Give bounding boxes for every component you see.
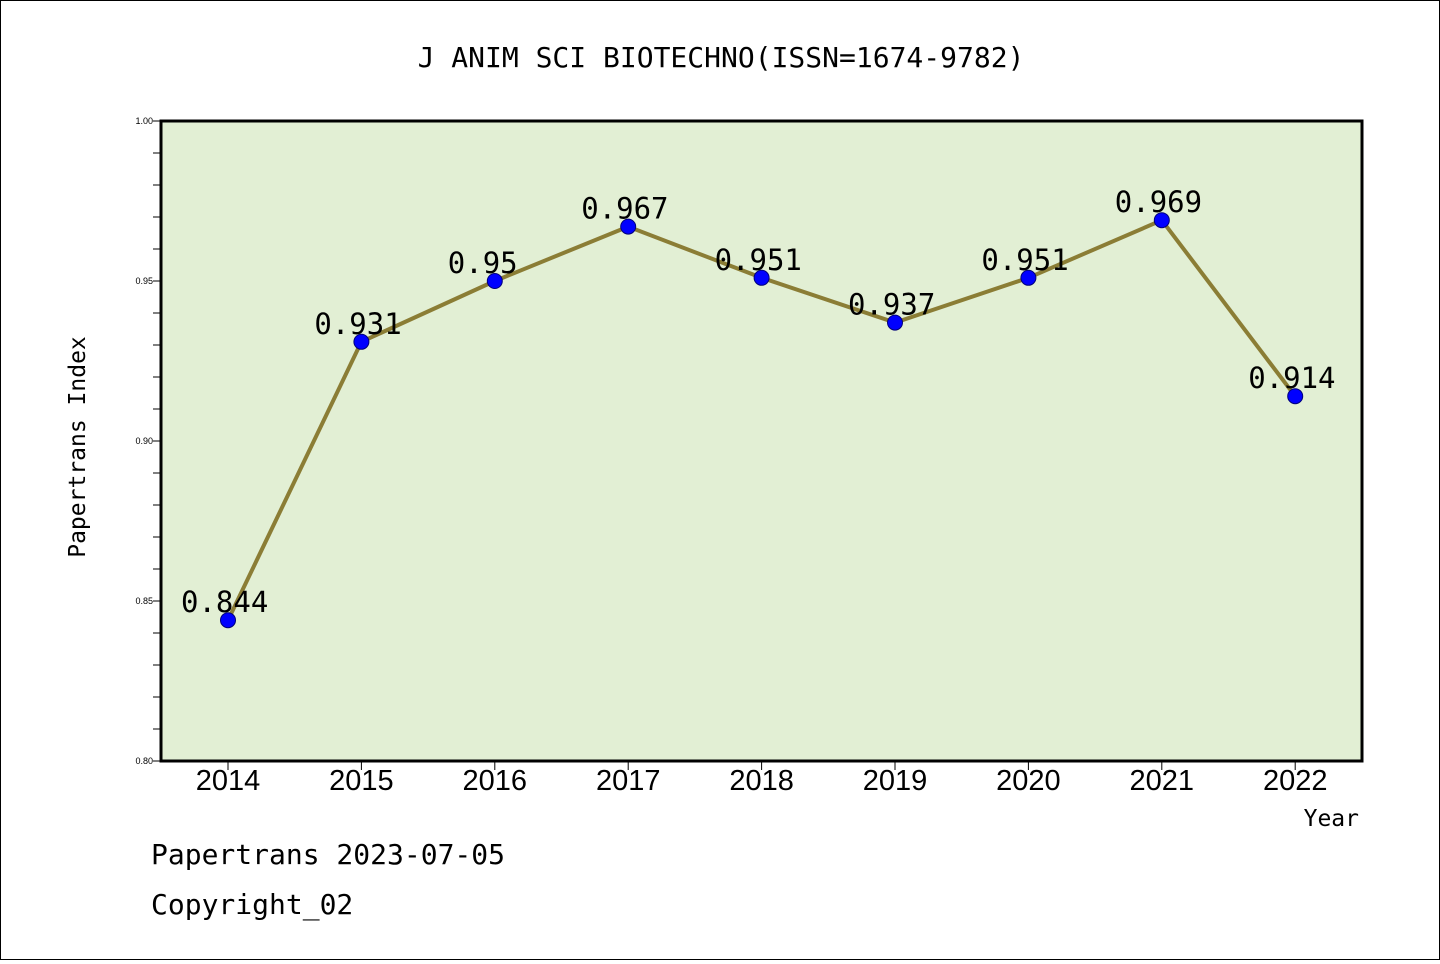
data-label: 0.967 (581, 192, 668, 226)
x-tick-label: 2018 (729, 765, 794, 797)
data-label: 0.844 (181, 585, 268, 619)
data-label: 0.969 (1115, 185, 1202, 219)
chart-title: J ANIM SCI BIOTECHNO(ISSN=1674-9782) (418, 41, 1025, 74)
footer-date: Papertrans 2023-07-05 (151, 838, 505, 871)
y-axis-label: Papertrans Index (65, 336, 91, 558)
y-tick-label: 1.00 (135, 116, 153, 126)
y-tick-label: 0.80 (135, 756, 153, 766)
data-label: 0.914 (1248, 361, 1335, 395)
data-label: 0.95 (448, 246, 518, 280)
data-points (220, 212, 1304, 629)
plot-border (159, 119, 1364, 763)
data-point (753, 269, 770, 286)
data-point (1020, 269, 1037, 286)
x-tick-label: 2019 (863, 765, 928, 797)
x-tick-label: 2021 (1130, 765, 1195, 797)
y-tick-label: 0.90 (135, 436, 153, 446)
data-point (620, 218, 637, 235)
x-axis-label: Year (1304, 806, 1359, 832)
data-point (486, 273, 503, 289)
x-tick-label: 2014 (196, 765, 261, 797)
x-tick-label: 2016 (463, 765, 528, 797)
data-point (1153, 212, 1170, 229)
x-tick-label: 2015 (329, 765, 394, 797)
data-point (353, 333, 370, 350)
data-label: 0.937 (848, 288, 935, 322)
y-tick-label: 0.85 (135, 596, 153, 606)
data-label: 0.951 (981, 243, 1068, 277)
data-point (887, 314, 903, 331)
data-labels: 0.844 0.931 0.95 0.967 0.951 0.937 0.951 0.969 0… (181, 185, 1336, 619)
y-axis-ticks: 0.80 0.85 0.90 0.95 1.00 (135, 116, 161, 766)
data-label: 0.931 (314, 307, 401, 341)
x-tick-label: 2020 (996, 765, 1061, 797)
y-tick-label: 0.95 (135, 276, 153, 286)
data-point (1287, 388, 1304, 405)
x-tick-label: 2017 (596, 765, 661, 797)
x-axis-ticks: 2014 2015 2016 2017 2018 2019 2020 2021 2022 (196, 761, 1328, 797)
footer-copyright: Copyright_02 (151, 888, 353, 922)
x-tick-label: 2022 (1263, 765, 1328, 797)
data-point (220, 612, 236, 629)
data-label: 0.951 (715, 243, 802, 277)
